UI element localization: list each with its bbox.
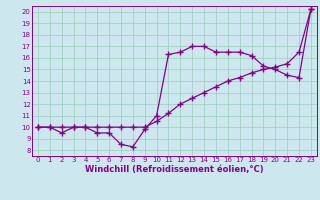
- X-axis label: Windchill (Refroidissement éolien,°C): Windchill (Refroidissement éolien,°C): [85, 165, 264, 174]
